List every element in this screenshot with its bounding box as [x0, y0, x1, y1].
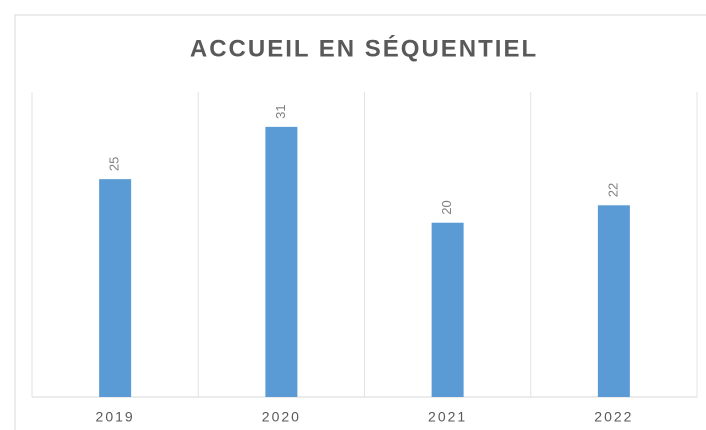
data-label: 22: [605, 183, 620, 197]
x-tick-label: 2019: [96, 409, 135, 425]
data-label: 20: [439, 200, 454, 214]
chart-title: ACCUEIL EN SÉQUENTIEL: [190, 34, 538, 62]
bar: [99, 179, 132, 397]
x-tick-label: 2022: [594, 409, 633, 425]
x-tick-label: 2020: [262, 409, 301, 425]
bar: [431, 222, 464, 397]
x-tick-label: 2021: [428, 409, 467, 425]
data-label: 25: [107, 157, 122, 171]
bar: [597, 205, 630, 397]
bar: [265, 126, 298, 397]
data-label: 31: [273, 104, 288, 118]
